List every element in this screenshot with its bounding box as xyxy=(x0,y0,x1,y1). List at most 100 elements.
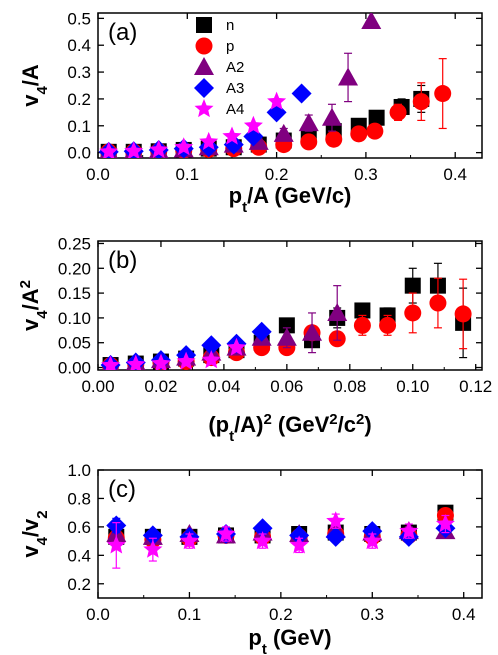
legend-marker-a2 xyxy=(194,57,214,75)
series-a4 xyxy=(99,91,287,158)
data-point-a4 xyxy=(106,535,126,554)
data-point-a3 xyxy=(142,525,163,546)
legend-marker-a3 xyxy=(194,78,214,98)
data-point-n xyxy=(354,302,371,319)
panel-1: 0.0 0.1 0.2 0.3 0.4 0.0 0.1 0.2 0.3 0.4 0.5 (a) v4/A… xyxy=(18,9,483,216)
data-point-n xyxy=(278,317,295,334)
y-axis-title: v4/A2 xyxy=(17,280,51,331)
x-tick-label: 0.4 xyxy=(452,605,476,624)
x-axis-title: pt (GeV) xyxy=(248,625,331,655)
data-point-a4 xyxy=(243,115,263,134)
legend: np A2 A3 A4 xyxy=(194,17,244,118)
data-point-a4 xyxy=(222,126,242,145)
x-tick-label: 0.08 xyxy=(333,377,366,396)
series-a4 xyxy=(106,511,455,569)
data-point-a2 xyxy=(361,13,382,30)
x-tick-label: 0.1 xyxy=(175,165,199,184)
x-tick-label: 0.10 xyxy=(396,377,429,396)
axes-frame xyxy=(97,12,483,159)
data-point-a3 xyxy=(251,321,272,342)
x-tick-label: 0.06 xyxy=(270,377,303,396)
legend-marker-n xyxy=(196,17,212,33)
data-point-a4 xyxy=(201,350,221,369)
data-point-p xyxy=(366,122,384,140)
data-point-a4 xyxy=(216,524,236,543)
panel-label: (b) xyxy=(108,247,137,274)
data-point-n xyxy=(404,277,421,294)
legend-label: A2 xyxy=(226,59,244,76)
data-point-p xyxy=(412,93,430,111)
data-point-a2 xyxy=(327,302,348,321)
x-tick-label: 0.00 xyxy=(81,377,114,396)
data-point-p xyxy=(325,130,343,148)
data-point-p xyxy=(454,305,472,323)
legend-label: A3 xyxy=(226,80,244,97)
data-point-a4 xyxy=(267,91,287,110)
x-axis-title: pt/A (GeV/c) xyxy=(229,183,352,216)
data-point-a3 xyxy=(325,526,346,547)
data-point-a4 xyxy=(435,514,455,533)
data-layer xyxy=(106,504,456,569)
y-tick-label: 1.0 xyxy=(67,461,91,480)
x-axis-title: (pt/A)2 (GeV2/c2) xyxy=(208,411,371,445)
legend-label: p xyxy=(226,38,234,55)
data-point-a4 xyxy=(179,531,199,550)
data-point-p xyxy=(389,103,407,121)
data-point-a2 xyxy=(276,327,297,346)
data-point-a4 xyxy=(399,521,419,540)
x-tick-label: 0.12 xyxy=(459,377,492,396)
data-point-n xyxy=(368,109,385,126)
axes-frame xyxy=(97,240,483,371)
x-tick-label: 0.0 xyxy=(86,165,110,184)
data-point-a4 xyxy=(176,351,196,370)
x-tick-label: 0.0 xyxy=(86,605,110,624)
data-point-a4 xyxy=(126,354,146,370)
data-point-a4 xyxy=(143,539,163,558)
legend-label: A4 xyxy=(226,101,244,118)
data-point-p xyxy=(434,85,452,103)
data-layer xyxy=(100,262,472,370)
legend-label: n xyxy=(226,17,234,34)
y-tick-label: 0.00 xyxy=(58,359,91,378)
data-point-p xyxy=(350,125,368,143)
y-tick-label: 0.25 xyxy=(58,234,91,253)
y-tick-label: 0.2 xyxy=(67,90,91,109)
data-point-p xyxy=(404,304,422,322)
data-point-a4 xyxy=(174,137,194,156)
x-tick-label: 0.1 xyxy=(178,605,202,624)
data-point-a2 xyxy=(273,123,294,142)
x-tick-label: 0.04 xyxy=(207,377,240,396)
data-point-a3 xyxy=(201,335,222,356)
data-point-a4 xyxy=(289,535,309,554)
x-tick-label: 0.2 xyxy=(269,605,293,624)
data-point-a4 xyxy=(199,131,219,150)
data-point-a3 xyxy=(252,518,273,539)
legend-marker-p xyxy=(195,37,213,55)
y-tick-label: 0.6 xyxy=(67,518,91,537)
y-tick-label: 0.15 xyxy=(58,284,91,303)
data-point-p xyxy=(300,133,318,151)
y-tick-label: 0.4 xyxy=(67,546,91,565)
x-tick-label: 0.3 xyxy=(354,165,378,184)
data-point-a4 xyxy=(101,355,121,370)
y-tick-label: 0.20 xyxy=(58,259,91,278)
x-tick-label: 0.3 xyxy=(360,605,384,624)
data-point-p xyxy=(379,316,397,334)
y-tick-label: 0.8 xyxy=(67,489,91,508)
y-tick-label: 0.0 xyxy=(67,144,91,163)
series-a4 xyxy=(101,337,246,370)
data-point-a4 xyxy=(326,511,346,530)
data-point-a3 xyxy=(291,83,312,104)
y-tick-label: 0.4 xyxy=(67,36,91,55)
data-point-a4 xyxy=(149,139,169,158)
y-tick-label: 0.1 xyxy=(67,117,91,136)
data-point-a4 xyxy=(151,353,171,370)
x-tick-label: 0.02 xyxy=(144,377,177,396)
y-axis-title: v4/v2 xyxy=(18,510,51,557)
panel-3: 0.0 0.1 0.2 0.3 0.4 0.2 0.4 0.6 0.8 1.0 (c) v4/v2 pt… xyxy=(18,461,483,655)
y-tick-label: 0.3 xyxy=(67,63,91,82)
data-point-a4 xyxy=(227,337,246,356)
data-point-p xyxy=(429,294,447,312)
y-tick-label: 0.5 xyxy=(67,9,91,28)
